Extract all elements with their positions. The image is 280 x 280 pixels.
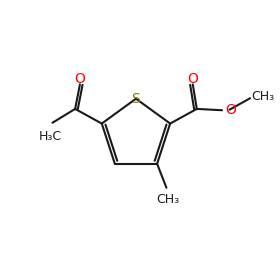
Text: O: O [187, 72, 198, 86]
Text: O: O [225, 103, 236, 117]
Text: H₃C: H₃C [39, 130, 62, 143]
Text: CH₃: CH₃ [156, 193, 179, 206]
Text: S: S [132, 92, 140, 106]
Text: O: O [74, 72, 85, 86]
Text: CH₃: CH₃ [251, 90, 274, 103]
